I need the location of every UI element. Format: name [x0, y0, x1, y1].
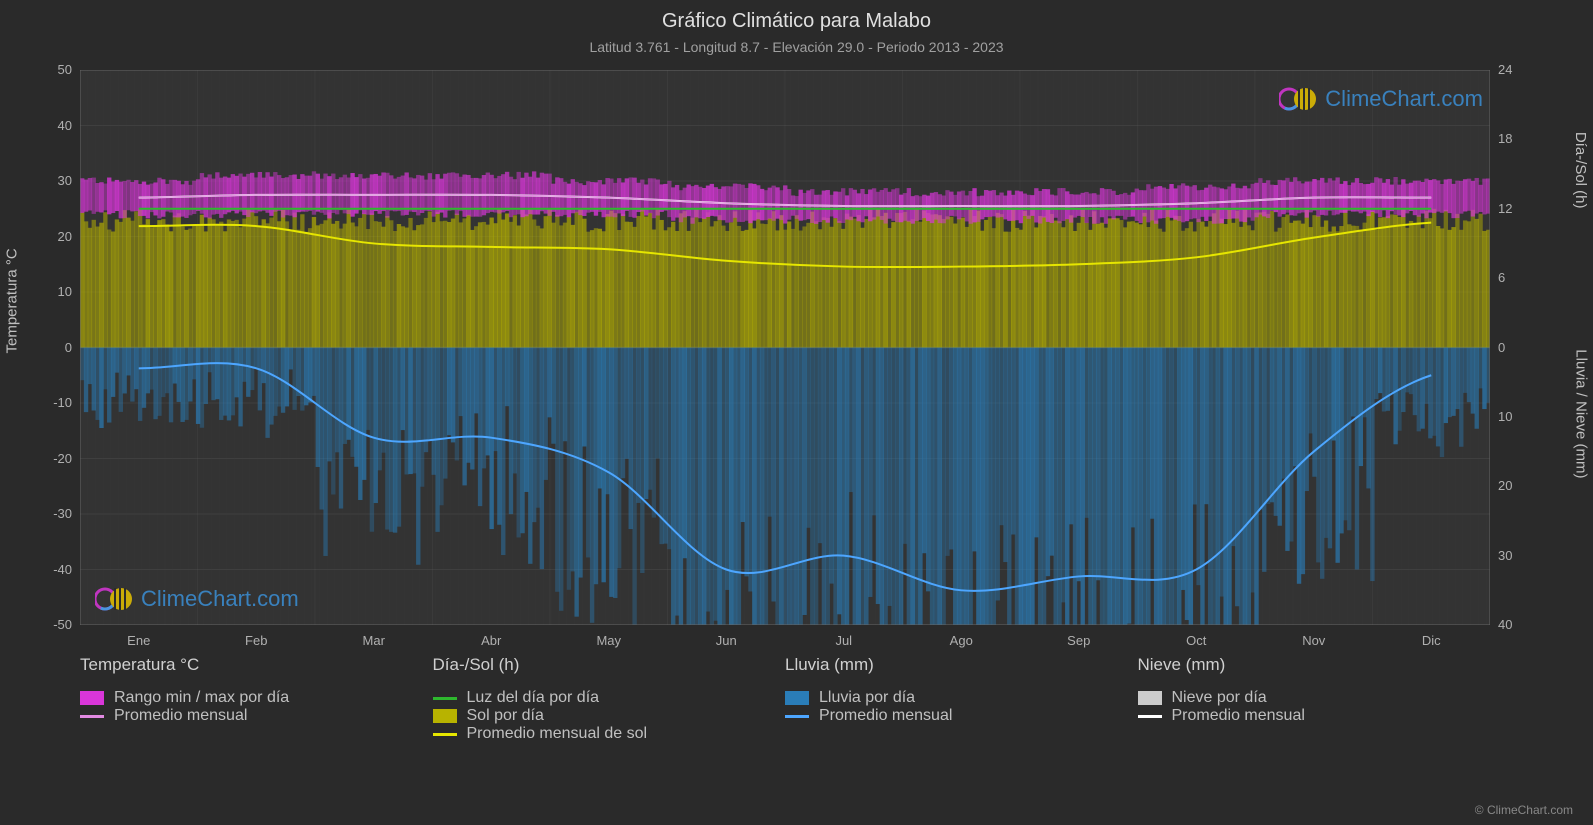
legend-label: Promedio mensual: [1172, 707, 1305, 725]
tick-label: 10: [58, 284, 72, 299]
legend-header: Temperatura °C: [80, 655, 433, 675]
legend-label: Rango min / max por día: [114, 689, 289, 707]
legend-item: Rango min / max por día: [80, 689, 433, 707]
chart-title: Gráfico Climático para Malabo: [0, 0, 1593, 33]
legend-label: Sol por día: [467, 707, 544, 725]
tick-label: 20: [1498, 478, 1512, 493]
legend-swatch: [785, 715, 809, 718]
tick-label: Oct: [1186, 633, 1206, 648]
tick-label: Ago: [950, 633, 973, 648]
legend: Temperatura °C Rango min / max por díaPr…: [80, 655, 1490, 743]
legend-col-daysun: Día-/Sol (h) Luz del día por díaSol por …: [433, 655, 786, 743]
chart-subtitle: Latitud 3.761 - Longitud 8.7 - Elevación…: [0, 33, 1593, 55]
tick-label: Dic: [1422, 633, 1441, 648]
legend-label: Nieve por día: [1172, 689, 1267, 707]
tick-label: Jul: [835, 633, 852, 648]
legend-item: Sol por día: [433, 707, 786, 725]
legend-label: Lluvia por día: [819, 689, 915, 707]
tick-label: May: [596, 633, 621, 648]
legend-swatch: [433, 733, 457, 736]
tick-label: 0: [65, 340, 72, 355]
y-axis-left-label: Temperatura °C: [4, 248, 21, 353]
legend-label: Promedio mensual de sol: [467, 725, 648, 743]
tick-label: 40: [58, 118, 72, 133]
legend-swatch: [80, 691, 104, 705]
tick-label: 50: [58, 62, 72, 77]
tick-label: 0: [1498, 340, 1505, 355]
legend-col-temperature: Temperatura °C Rango min / max por díaPr…: [80, 655, 433, 743]
watermark-text: ClimeChart.com: [141, 586, 299, 612]
tick-label: -20: [53, 451, 72, 466]
copyright-text: © ClimeChart.com: [1475, 803, 1573, 817]
legend-header: Nieve (mm): [1138, 655, 1491, 675]
tick-label: Abr: [481, 633, 501, 648]
legend-item: Lluvia por día: [785, 689, 1138, 707]
legend-col-rain: Lluvia (mm) Lluvia por díaPromedio mensu…: [785, 655, 1138, 743]
y-axis-right-top-label: Día-/Sol (h): [1573, 132, 1590, 209]
legend-item: Promedio mensual: [785, 707, 1138, 725]
tick-label: Ene: [127, 633, 150, 648]
legend-col-snow: Nieve (mm) Nieve por díaPromedio mensual: [1138, 655, 1491, 743]
tick-label: Mar: [363, 633, 385, 648]
legend-header: Lluvia (mm): [785, 655, 1138, 675]
legend-swatch: [433, 697, 457, 700]
tick-label: 18: [1498, 131, 1512, 146]
legend-swatch: [785, 691, 809, 705]
y-axis-right-bottom-label: Lluvia / Nieve (mm): [1573, 349, 1590, 478]
legend-label: Luz del día por día: [467, 689, 600, 707]
legend-item: Luz del día por día: [433, 689, 786, 707]
tick-label: 24: [1498, 62, 1512, 77]
tick-label: Jun: [716, 633, 737, 648]
legend-item: Promedio mensual: [80, 707, 433, 725]
legend-label: Promedio mensual: [819, 707, 952, 725]
legend-label: Promedio mensual: [114, 707, 247, 725]
plot-area: [80, 70, 1490, 625]
watermark-bottom: ClimeChart.com: [95, 585, 299, 613]
legend-header: Día-/Sol (h): [433, 655, 786, 675]
watermark-top: ClimeChart.com: [1279, 85, 1483, 113]
tick-label: Feb: [245, 633, 267, 648]
tick-label: Nov: [1302, 633, 1325, 648]
legend-item: Promedio mensual de sol: [433, 725, 786, 743]
tick-label: 20: [58, 229, 72, 244]
tick-label: 30: [1498, 548, 1512, 563]
legend-swatch: [433, 709, 457, 723]
tick-label: 30: [58, 173, 72, 188]
tick-label: 40: [1498, 617, 1512, 632]
climate-chart: Gráfico Climático para Malabo Latitud 3.…: [0, 0, 1593, 825]
legend-swatch: [1138, 715, 1162, 718]
tick-label: -10: [53, 395, 72, 410]
legend-item: Nieve por día: [1138, 689, 1491, 707]
legend-swatch: [80, 715, 104, 718]
tick-label: 12: [1498, 201, 1512, 216]
tick-label: 6: [1498, 270, 1505, 285]
legend-swatch: [1138, 691, 1162, 705]
tick-label: -40: [53, 562, 72, 577]
legend-item: Promedio mensual: [1138, 707, 1491, 725]
tick-label: -30: [53, 506, 72, 521]
tick-label: 10: [1498, 409, 1512, 424]
tick-label: Sep: [1067, 633, 1090, 648]
chart-svg: [80, 70, 1490, 625]
watermark-text: ClimeChart.com: [1325, 86, 1483, 112]
tick-label: -50: [53, 617, 72, 632]
